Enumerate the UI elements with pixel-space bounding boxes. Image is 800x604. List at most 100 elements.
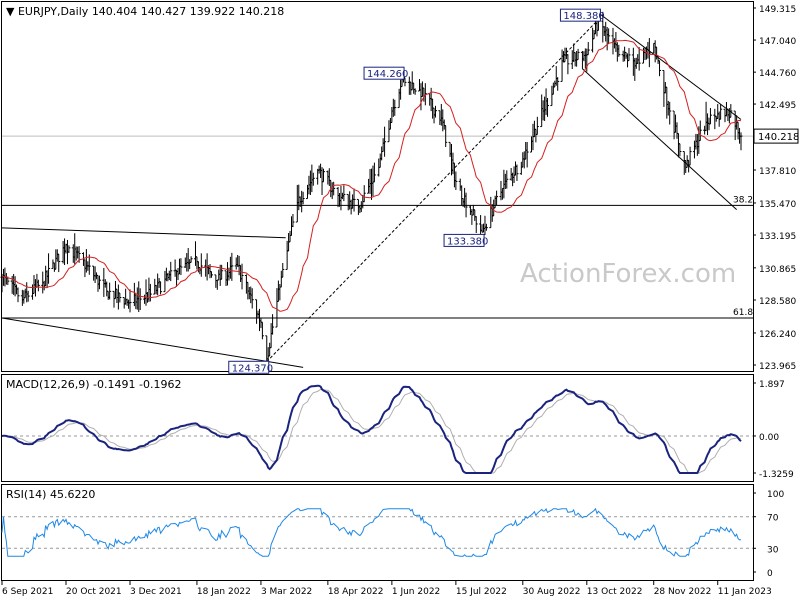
- ohlc-bar: [556, 77, 560, 91]
- price-y-tick-label: 130.865: [759, 265, 796, 275]
- rsi-y-tick-label: 70: [767, 514, 779, 524]
- macd-line: [1, 384, 742, 474]
- ohlc-bar: [301, 191, 305, 205]
- ohlc-bar: [199, 253, 203, 277]
- trendline-falling-lower: [582, 68, 737, 210]
- ohlc-bar: [16, 287, 20, 303]
- ohlc-bar: [505, 170, 509, 189]
- x-axis-tick-label: 15 Jul 2022: [456, 587, 507, 597]
- price-panel-frame: [1, 1, 754, 372]
- ohlc-bar: [444, 125, 448, 147]
- ohlc-bar: [535, 116, 539, 135]
- trendline-lower-range: [1, 317, 304, 368]
- ohlc-bar: [515, 164, 519, 181]
- ohlc-bar: [281, 263, 285, 278]
- ohlc-bar: [352, 188, 356, 212]
- ohlc-bar: [464, 192, 468, 218]
- price-y-tick-label: 144.760: [759, 69, 796, 79]
- ohlc-bar: [159, 281, 163, 295]
- ohlc-bar: [332, 181, 336, 196]
- ohlc-bar: [87, 254, 91, 275]
- watermark: ActionForex.com: [520, 259, 736, 289]
- ohlc-bar: [668, 101, 672, 125]
- rsi-panel-frame: [1, 484, 754, 581]
- ohlc-bar: [566, 54, 570, 75]
- ohlc-bar: [148, 283, 152, 302]
- ohlc-bar: [688, 146, 692, 166]
- current-price-tag: [753, 128, 799, 144]
- ohlc-bar: [220, 264, 224, 280]
- price-y-tick-label: 137.810: [759, 167, 796, 177]
- x-axis-tick-label: 18 Apr 2022: [328, 587, 384, 597]
- x-axis-tick-label: 3 Mar 2022: [261, 587, 312, 597]
- ohlc-bar: [627, 48, 631, 62]
- ohlc-bar: [209, 271, 213, 278]
- ohlc-bar: [291, 213, 295, 228]
- ohlc-bar: [719, 103, 723, 120]
- moving-average-line: [1, 39, 742, 312]
- ohlc-bar: [434, 105, 438, 118]
- rsi-label: RSI(14) 45.6220: [6, 488, 95, 501]
- annotation-text: 133.380: [447, 236, 488, 247]
- price-annotation: 148.380: [559, 8, 605, 22]
- rsi-line: [1, 507, 742, 557]
- ohlc-bar: [321, 168, 325, 183]
- ohlc-bar: [617, 44, 621, 57]
- rsi-y-tick-label: 100: [767, 490, 784, 500]
- ohlc-bar: [383, 126, 387, 157]
- price-y-tick-label: 147.040: [759, 37, 796, 47]
- ohlc-bar: [250, 288, 254, 309]
- x-axis-tick-label: 3 Dec 2021: [130, 587, 182, 597]
- price-annotation: 144.260: [363, 66, 408, 80]
- ohlc-bar: [108, 282, 112, 300]
- macd-y-tick-label: -1.3259: [759, 470, 794, 480]
- x-axis-tick-label: 30 Aug 2022: [523, 587, 581, 597]
- ohlc-bar: [47, 253, 51, 284]
- ohlc-bar: [57, 253, 61, 273]
- x-axis-tick-label: 1 Jun 2022: [392, 587, 440, 597]
- x-axis-tick-label: 20 Oct 2021: [66, 587, 122, 597]
- trendline-upper-range: [1, 227, 286, 239]
- ohlc-bar: [413, 88, 417, 95]
- ohlc-bar: [271, 314, 275, 335]
- symbol-label: EURJPY,Daily: [18, 5, 89, 18]
- ohlc-bar: [607, 28, 611, 45]
- annotation-text: 124.370: [232, 363, 273, 374]
- ohlc-bar: [169, 261, 173, 282]
- ohlc-bar: [484, 223, 488, 231]
- ohlc-bar: [393, 99, 397, 116]
- ohlc-bar: [311, 172, 315, 186]
- ohlc-bar: [179, 258, 183, 276]
- price-y-tick-label: 126.240: [759, 330, 796, 340]
- ohlc-bar: [576, 48, 580, 61]
- ohlc-bar: [658, 60, 662, 77]
- ohlc-bar: [118, 292, 122, 303]
- annotation-box: [443, 233, 485, 247]
- price-y-tick-label: 128.580: [759, 297, 796, 307]
- ohlc-bar: [729, 104, 733, 118]
- ohlc-bar: [342, 185, 346, 202]
- price-layer: 38.2 61.8 148.380 144.260 133.380 124.370: [0, 8, 753, 374]
- trendline-dashed-channel: [266, 19, 599, 363]
- ohlc-bar: [525, 142, 529, 168]
- macd-y-tick-label: 0.00: [759, 433, 779, 443]
- macd-panel-frame: [1, 374, 754, 482]
- ohlc-bar: [362, 185, 366, 203]
- ohlc-bar: [230, 252, 234, 281]
- rsi-y-tick-label: 0: [767, 569, 773, 579]
- ohlc-bar: [260, 321, 264, 340]
- ohlc-bar: [647, 38, 651, 68]
- price-annotation: 124.370: [228, 360, 273, 374]
- ohlc-bar: [67, 245, 71, 253]
- ohlc-bar: [97, 275, 101, 290]
- price-y-tick-label: 149.315: [759, 5, 796, 15]
- ohlc-bar: [240, 263, 244, 290]
- annotation-box: [363, 66, 405, 80]
- macd-layer: [1, 384, 753, 474]
- ohlc-bar: [586, 42, 590, 56]
- current-price-tag-label: 140.218: [758, 132, 799, 143]
- ohlc-bar: [739, 132, 743, 151]
- ohlc-bar: [698, 120, 702, 142]
